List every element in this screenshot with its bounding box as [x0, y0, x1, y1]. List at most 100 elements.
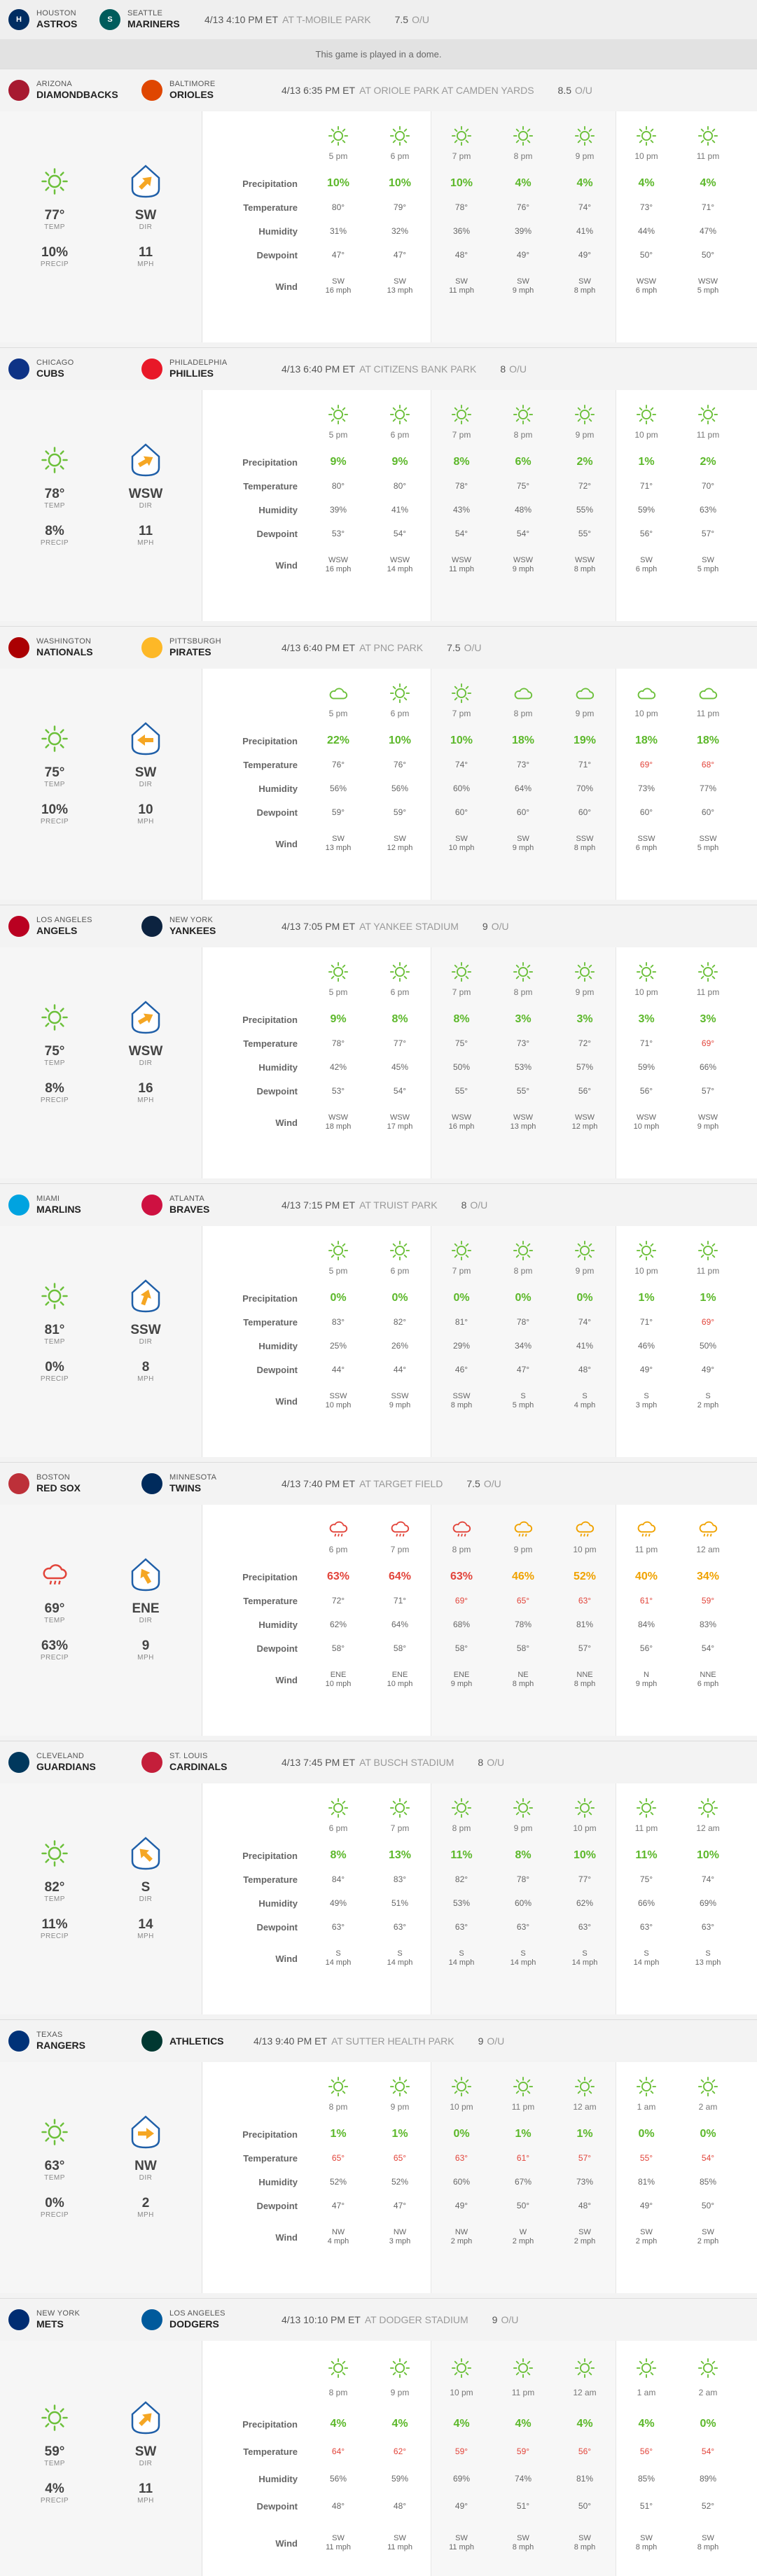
- temp-value: 77°: [578, 1874, 592, 1884]
- away-team-logo: [8, 637, 29, 658]
- temp-value: 78°: [454, 202, 468, 212]
- humidity-value: 26%: [391, 1341, 409, 1351]
- hour-column: 9 pm 8% 78° 60% 63° S 14 mph: [492, 1783, 554, 2014]
- over-under: 9 O/U: [478, 2035, 505, 2047]
- hour-column: 11 pm 11% 75° 66% 63° S 14 mph: [616, 1783, 677, 2014]
- away-team[interactable]: H HOUSTON ASTROS: [8, 9, 99, 30]
- home-team[interactable]: LOS ANGELES DODGERS: [141, 2309, 275, 2330]
- temp-value: 78°: [516, 1317, 530, 1327]
- precip-value: 2%: [576, 456, 593, 468]
- home-team[interactable]: MINNESOTA TWINS: [141, 1473, 275, 1494]
- precip-value: 10%: [696, 1849, 720, 1861]
- hourly-table: Precipitation Temperature Humidity Dewpoint…: [202, 111, 757, 342]
- precip-value: 63%: [450, 1571, 473, 1582]
- wind-value: SW 13 mph: [387, 277, 413, 295]
- away-team-logo: [8, 1195, 29, 1216]
- precip-label: PRECIP: [40, 260, 69, 268]
- precip-value: 0%: [515, 1292, 532, 1304]
- sun-icon: [616, 2358, 677, 2379]
- humidity-value: 74%: [514, 2474, 532, 2484]
- precip-value: 63%: [326, 1571, 350, 1582]
- dewpoint-value: 48°: [578, 1365, 592, 1374]
- hour-label: 10 pm: [634, 709, 658, 718]
- team-name: NATIONALS: [36, 646, 93, 657]
- row-label-wind: Wind: [275, 2232, 298, 2243]
- hour-label: 8 pm: [513, 151, 533, 161]
- temp-value: 59°: [701, 1596, 715, 1606]
- team-name: RANGERS: [36, 2040, 86, 2051]
- game-card: NEW YORK METS LOS ANGELES DODGERS 4/13 10:…: [0, 2298, 757, 2576]
- away-team[interactable]: LOS ANGELES ANGELS: [8, 916, 141, 937]
- temp-value: 71°: [639, 1317, 653, 1327]
- summary-temp: 69°: [44, 1601, 65, 1616]
- away-team[interactable]: WASHINGTON NATIONALS: [8, 637, 141, 658]
- dewpoint-value: 57°: [578, 1643, 592, 1653]
- hour-label: 10 pm: [573, 1823, 597, 1833]
- away-team[interactable]: ARIZONA DIAMONDBACKS: [8, 80, 141, 101]
- sun-icon: [20, 2395, 90, 2440]
- game-card: BOSTON RED SOX MINNESOTA TWINS 4/13 7:40 P…: [0, 1462, 757, 1741]
- precip-value: 10%: [450, 177, 473, 189]
- temp-value: 72°: [578, 481, 592, 491]
- wind-value: WSW 10 mph: [633, 1113, 660, 1131]
- summary-precip: 11%: [41, 1917, 68, 1932]
- home-team[interactable]: PITTSBURGH PIRATES: [141, 637, 275, 658]
- team-name: METS: [36, 2318, 64, 2330]
- game-time: 4/13 10:10 PM ET AT DODGER STADIUM: [282, 2314, 468, 2325]
- precip-value: 8%: [515, 1849, 532, 1861]
- hour-column: 9 pm 4% 74° 41% 49° SW 8 mph: [554, 111, 616, 342]
- away-team[interactable]: NEW YORK METS: [8, 2309, 141, 2330]
- summary-precip: 0%: [45, 1360, 64, 1374]
- team-name: ORIOLES: [169, 89, 214, 100]
- summary-wind-speed: 11: [138, 2481, 153, 2496]
- dewpoint-value: 46°: [454, 1365, 468, 1374]
- humidity-value: 50%: [699, 1341, 717, 1351]
- away-team[interactable]: CHICAGO CUBS: [8, 358, 141, 380]
- home-team[interactable]: ST. LOUIS CARDINALS: [141, 1752, 275, 1773]
- temp-value: 81°: [454, 1317, 468, 1327]
- hour-column: 8 pm 1% 65° 52% 47° NW 4 mph: [307, 2062, 369, 2293]
- hour-label: 5 pm: [328, 709, 348, 718]
- hour-column: 6 pm 8% 84° 49% 63° S 14 mph: [307, 1783, 369, 2014]
- dewpoint-value: 49°: [639, 2201, 653, 2211]
- away-team[interactable]: MIAMI MARLINS: [8, 1195, 141, 1216]
- home-team[interactable]: PHILADELPHIA PHILLIES: [141, 358, 275, 380]
- mph-label: MPH: [137, 2211, 154, 2219]
- summary-precip: 10%: [41, 245, 69, 260]
- team-city: CLEVELAND: [36, 1752, 85, 1760]
- row-label-temperature: Temperature: [243, 1038, 298, 1049]
- cloud-icon: [492, 683, 554, 704]
- game-time: 4/13 7:40 PM ET AT TARGET FIELD: [282, 1478, 443, 1489]
- temp-value: 71°: [578, 760, 592, 770]
- over-under: 8 O/U: [500, 363, 527, 375]
- away-team[interactable]: TEXAS RANGERS: [8, 2031, 141, 2052]
- home-team[interactable]: BALTIMORE ORIOLES: [141, 80, 275, 101]
- home-team[interactable]: ATHLETICS: [141, 2031, 246, 2052]
- sun-icon: [307, 2358, 369, 2379]
- precip-value: 0%: [391, 1292, 408, 1304]
- temp-value: 69°: [701, 1038, 715, 1048]
- home-team[interactable]: NEW YORK YANKEES: [141, 916, 275, 937]
- away-team[interactable]: BOSTON RED SOX: [8, 1473, 141, 1494]
- humidity-value: 53%: [452, 1898, 471, 1908]
- humidity-value: 60%: [452, 2177, 471, 2187]
- humidity-value: 43%: [452, 505, 471, 515]
- home-team[interactable]: S SEATTLE MARINERS: [99, 9, 197, 30]
- sun-icon: [20, 1831, 90, 1876]
- humidity-value: 89%: [699, 2474, 717, 2484]
- wind-value: S 14 mph: [448, 1949, 475, 1967]
- humidity-value: 68%: [452, 1620, 471, 1629]
- summary-wind-dir: NW: [134, 2159, 157, 2173]
- away-team[interactable]: CLEVELAND GUARDIANS: [8, 1752, 141, 1773]
- temp-value: 56°: [639, 2446, 653, 2456]
- wind-value: SSW 6 mph: [635, 835, 658, 852]
- hour-column: 10 pm 4% 59° 69% 49° SW 11 mph: [431, 2341, 492, 2576]
- dewpoint-value: 47°: [393, 2201, 407, 2211]
- sun-icon: [20, 438, 90, 482]
- home-team[interactable]: ATLANTA BRAVES: [141, 1195, 275, 1216]
- hourly-table: Precipitation Temperature Humidity Dewpoint…: [202, 1226, 757, 1457]
- wind-direction-icon: [111, 2110, 181, 2154]
- humidity-value: 49%: [329, 1898, 347, 1908]
- humidity-value: 70%: [576, 784, 594, 793]
